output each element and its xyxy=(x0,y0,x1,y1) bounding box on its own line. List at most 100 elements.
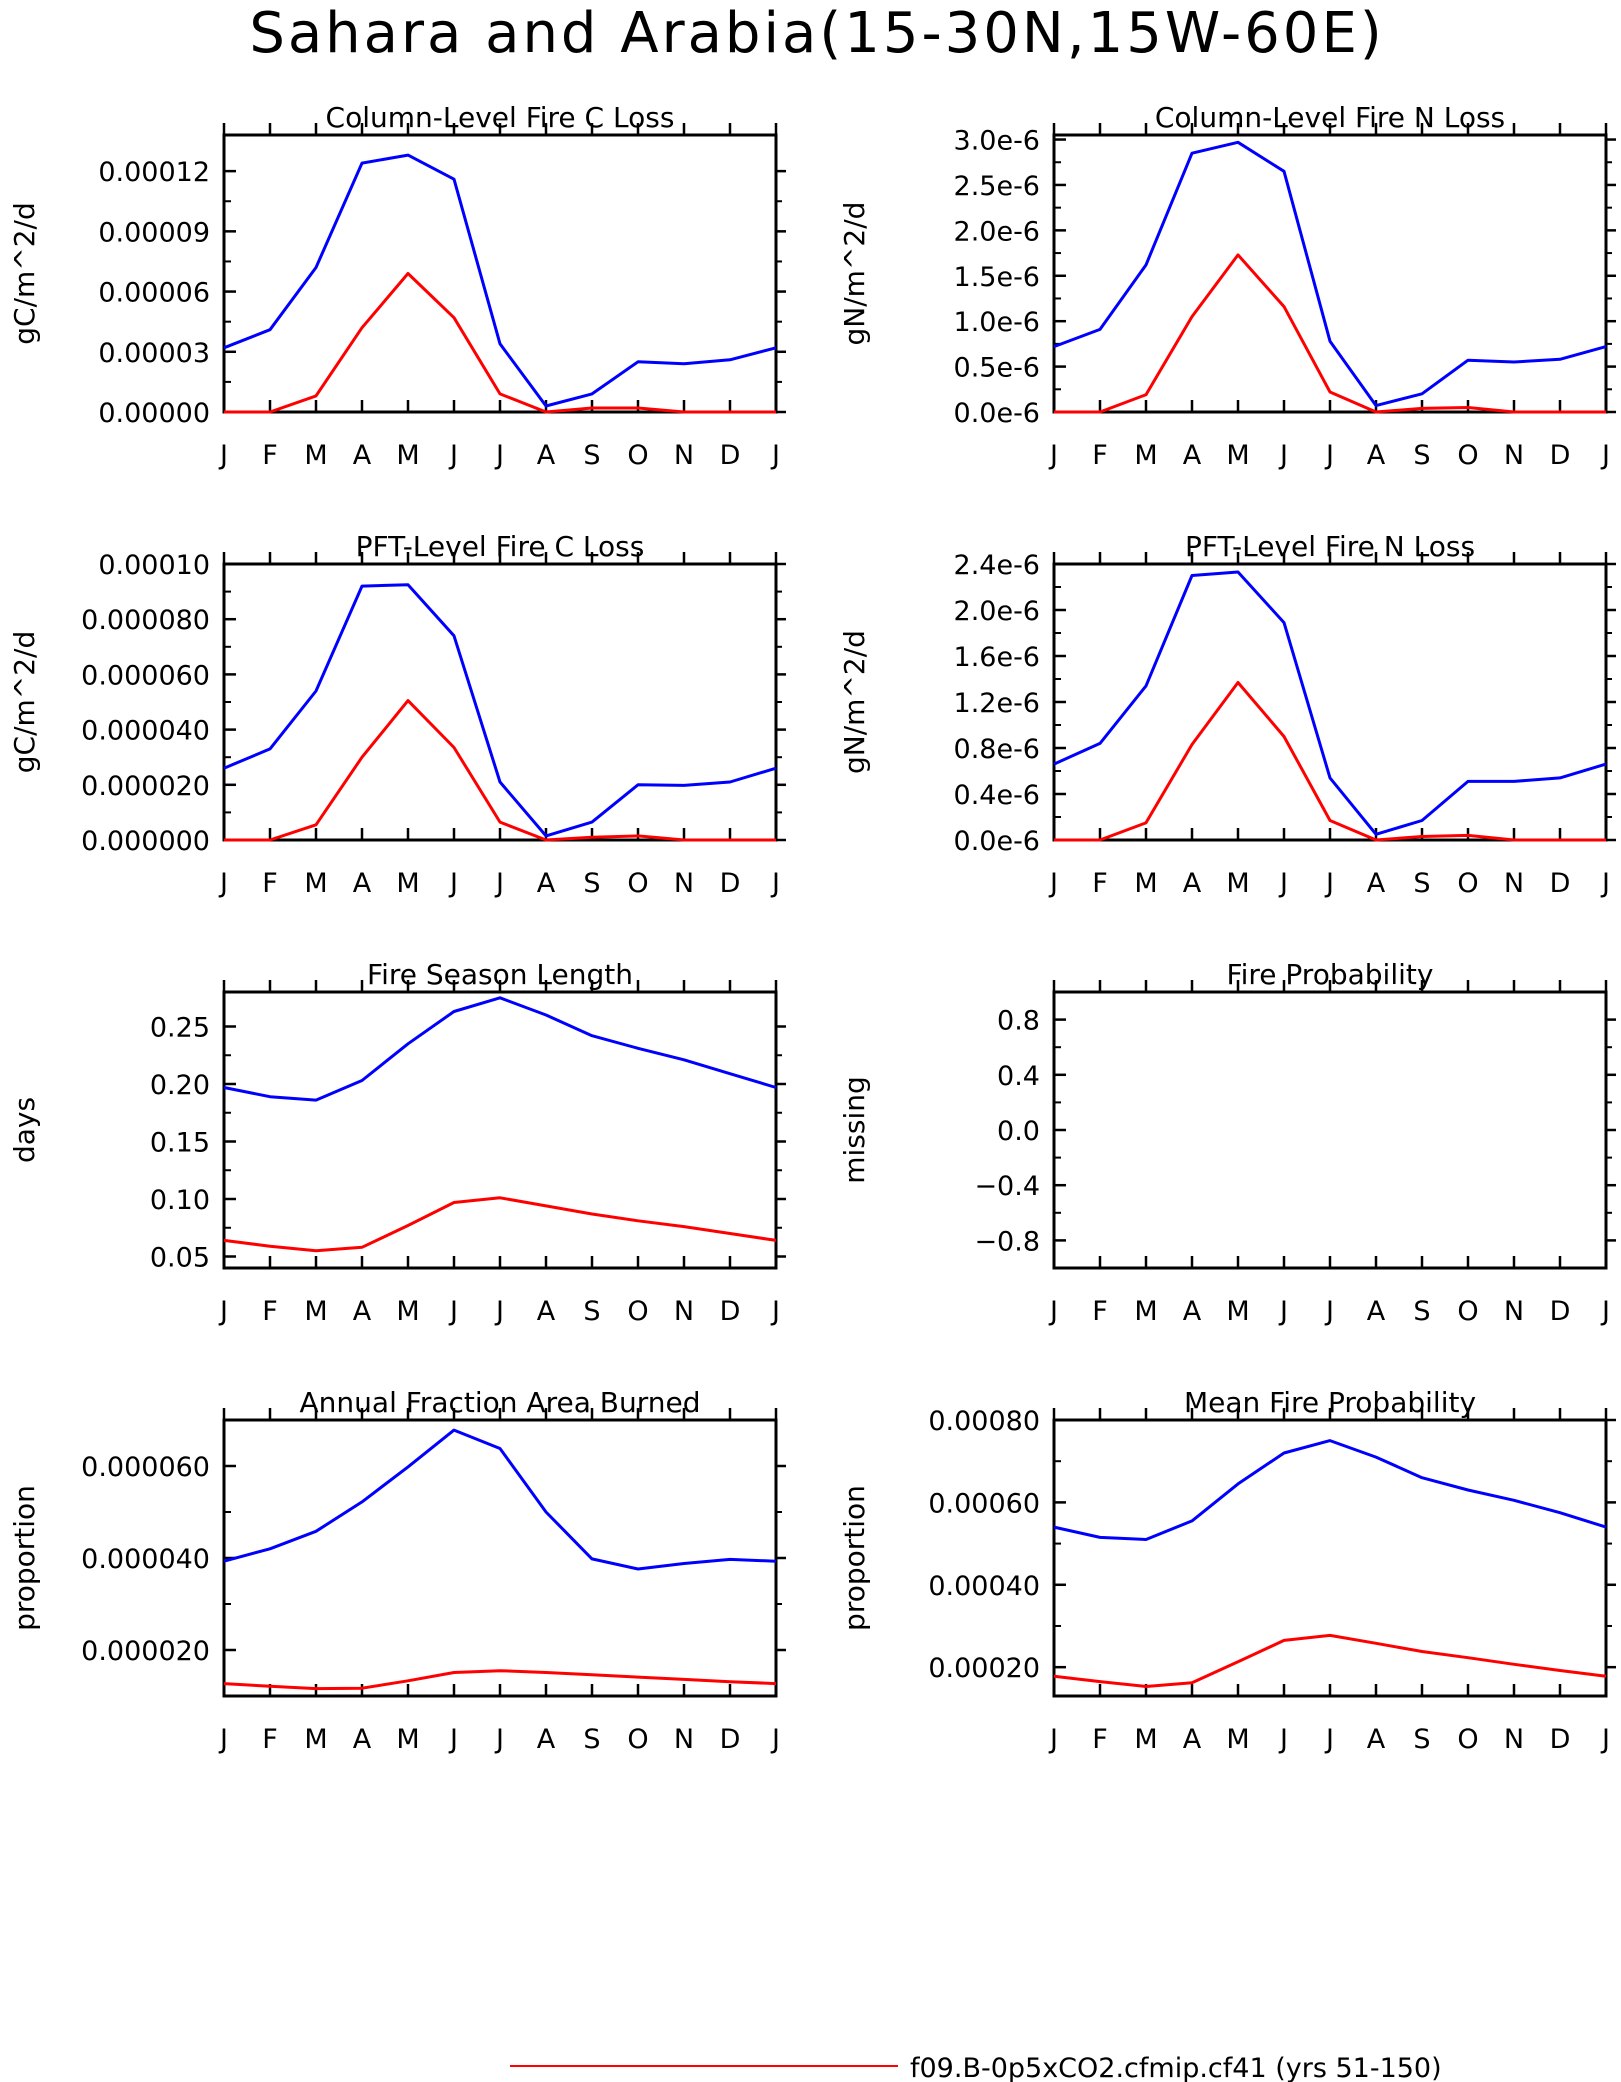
x-tick-label: A xyxy=(353,1724,372,1755)
x-tick-label: F xyxy=(262,1296,278,1327)
x-tick-label: M xyxy=(1226,868,1249,899)
plot-frame xyxy=(1052,1418,1608,1698)
y-tick-label: 1.6e-6 xyxy=(954,642,1040,673)
x-tick-label: J xyxy=(1278,440,1288,471)
y-tick-label: 0.000000 xyxy=(81,826,210,857)
x-tick-label: F xyxy=(1092,1724,1108,1755)
x-tick-label: S xyxy=(1413,440,1430,471)
x-tick-label: J xyxy=(448,1724,458,1755)
y-tick-label: 0.0 xyxy=(997,1116,1040,1147)
x-tick-label: O xyxy=(627,1296,648,1327)
x-tick-label: F xyxy=(1092,1296,1108,1327)
x-tick-label: S xyxy=(583,1724,600,1755)
series-line-red xyxy=(223,1669,777,1691)
x-tick-label: O xyxy=(1457,868,1478,899)
x-tick-label: N xyxy=(674,1296,694,1327)
x-tick-label: M xyxy=(1134,440,1157,471)
x-tick-label: O xyxy=(627,868,648,899)
x-tick-label: J xyxy=(770,868,780,899)
page-title: Sahara and Arabia(15-30N,15W-60E) xyxy=(249,1,1384,66)
x-tick-label: A xyxy=(537,1296,556,1327)
x-tick-label: J xyxy=(1600,440,1610,471)
x-tick-label: M xyxy=(396,440,419,471)
x-tick-label: J xyxy=(1048,440,1058,471)
x-tick-label: S xyxy=(583,868,600,899)
x-tick-label: F xyxy=(262,440,278,471)
series-line-blue xyxy=(223,996,777,1102)
x-tick-label: J xyxy=(1324,1296,1334,1327)
y-tick-label: 0.20 xyxy=(150,1070,210,1101)
x-tick-label: M xyxy=(396,1296,419,1327)
x-tick-label: O xyxy=(1457,1296,1478,1327)
x-tick-label: N xyxy=(674,868,694,899)
plot-frame xyxy=(1052,133,1608,414)
x-tick-label: J xyxy=(1324,1724,1334,1755)
y-axis-label: gN/m^2/d xyxy=(838,202,871,346)
y-tick-label: 0.05 xyxy=(150,1243,210,1274)
x-tick-label: A xyxy=(1367,1296,1386,1327)
y-axis-label: proportion xyxy=(838,1485,871,1631)
x-tick-label: J xyxy=(770,1296,780,1327)
y-tick-label: −0.4 xyxy=(974,1171,1040,1202)
series-line-red xyxy=(224,699,776,842)
plot-frame xyxy=(222,133,778,414)
x-tick-label: N xyxy=(674,1724,694,1755)
x-tick-label: D xyxy=(1550,868,1571,899)
y-tick-label: 0.000020 xyxy=(81,771,210,802)
x-tick-label: F xyxy=(1092,868,1108,899)
y-tick-label: 0.00003 xyxy=(98,338,210,369)
y-axis-label: proportion xyxy=(8,1485,41,1631)
y-tick-label: 1.5e-6 xyxy=(954,262,1040,293)
x-tick-label: J xyxy=(494,868,504,899)
x-tick-label: D xyxy=(1550,1296,1571,1327)
x-tick-label: J xyxy=(218,868,228,899)
x-tick-label: A xyxy=(353,1296,372,1327)
x-tick-label: J xyxy=(1278,1296,1288,1327)
x-tick-label: O xyxy=(627,440,648,471)
x-tick-label: O xyxy=(627,1724,648,1755)
x-tick-label: N xyxy=(1504,1724,1524,1755)
x-tick-label: J xyxy=(494,440,504,471)
y-tick-label: 0.00010 xyxy=(98,550,210,581)
x-tick-label: O xyxy=(1457,440,1478,471)
x-tick-label: M xyxy=(304,440,327,471)
x-tick-label: F xyxy=(262,1724,278,1755)
y-axis-label: gN/m^2/d xyxy=(838,630,871,774)
x-tick-label: O xyxy=(1457,1724,1478,1755)
x-tick-label: A xyxy=(1183,440,1202,471)
y-tick-label: 0.4e-6 xyxy=(954,780,1040,811)
x-tick-label: A xyxy=(537,440,556,471)
x-tick-label: A xyxy=(353,440,372,471)
y-tick-label: 0.5e-6 xyxy=(954,353,1040,384)
x-tick-label: M xyxy=(304,1296,327,1327)
y-tick-label: 0.00060 xyxy=(928,1488,1040,1519)
series-line-blue xyxy=(223,153,777,408)
y-tick-label: 1.2e-6 xyxy=(954,688,1040,719)
x-tick-label: J xyxy=(448,440,458,471)
x-tick-label: J xyxy=(218,1296,228,1327)
y-tick-label: 0.000060 xyxy=(81,1452,210,1483)
y-tick-label: 0.8e-6 xyxy=(954,734,1040,765)
x-tick-label: S xyxy=(583,1296,600,1327)
y-tick-label: 3.0e-6 xyxy=(954,126,1040,157)
x-tick-label: J xyxy=(1324,868,1334,899)
y-axis-label: gC/m^2/d xyxy=(8,202,41,345)
x-tick-label: J xyxy=(1324,440,1334,471)
x-tick-label: M xyxy=(1226,1724,1249,1755)
y-tick-label: 0.000040 xyxy=(81,716,210,747)
y-tick-label: 0.10 xyxy=(150,1185,210,1216)
series-line-blue xyxy=(223,1428,777,1571)
series-line-red xyxy=(1054,253,1606,414)
series-line-red xyxy=(223,1196,777,1253)
x-tick-label: D xyxy=(720,868,741,899)
y-tick-label: 0.00000 xyxy=(98,398,210,429)
x-tick-label: S xyxy=(1413,868,1430,899)
y-tick-label: 0.000060 xyxy=(81,660,210,691)
x-tick-label: N xyxy=(1504,868,1524,899)
series-line-blue xyxy=(1053,1439,1607,1541)
x-tick-label: S xyxy=(1413,1724,1430,1755)
series-line-red xyxy=(1053,1633,1607,1688)
